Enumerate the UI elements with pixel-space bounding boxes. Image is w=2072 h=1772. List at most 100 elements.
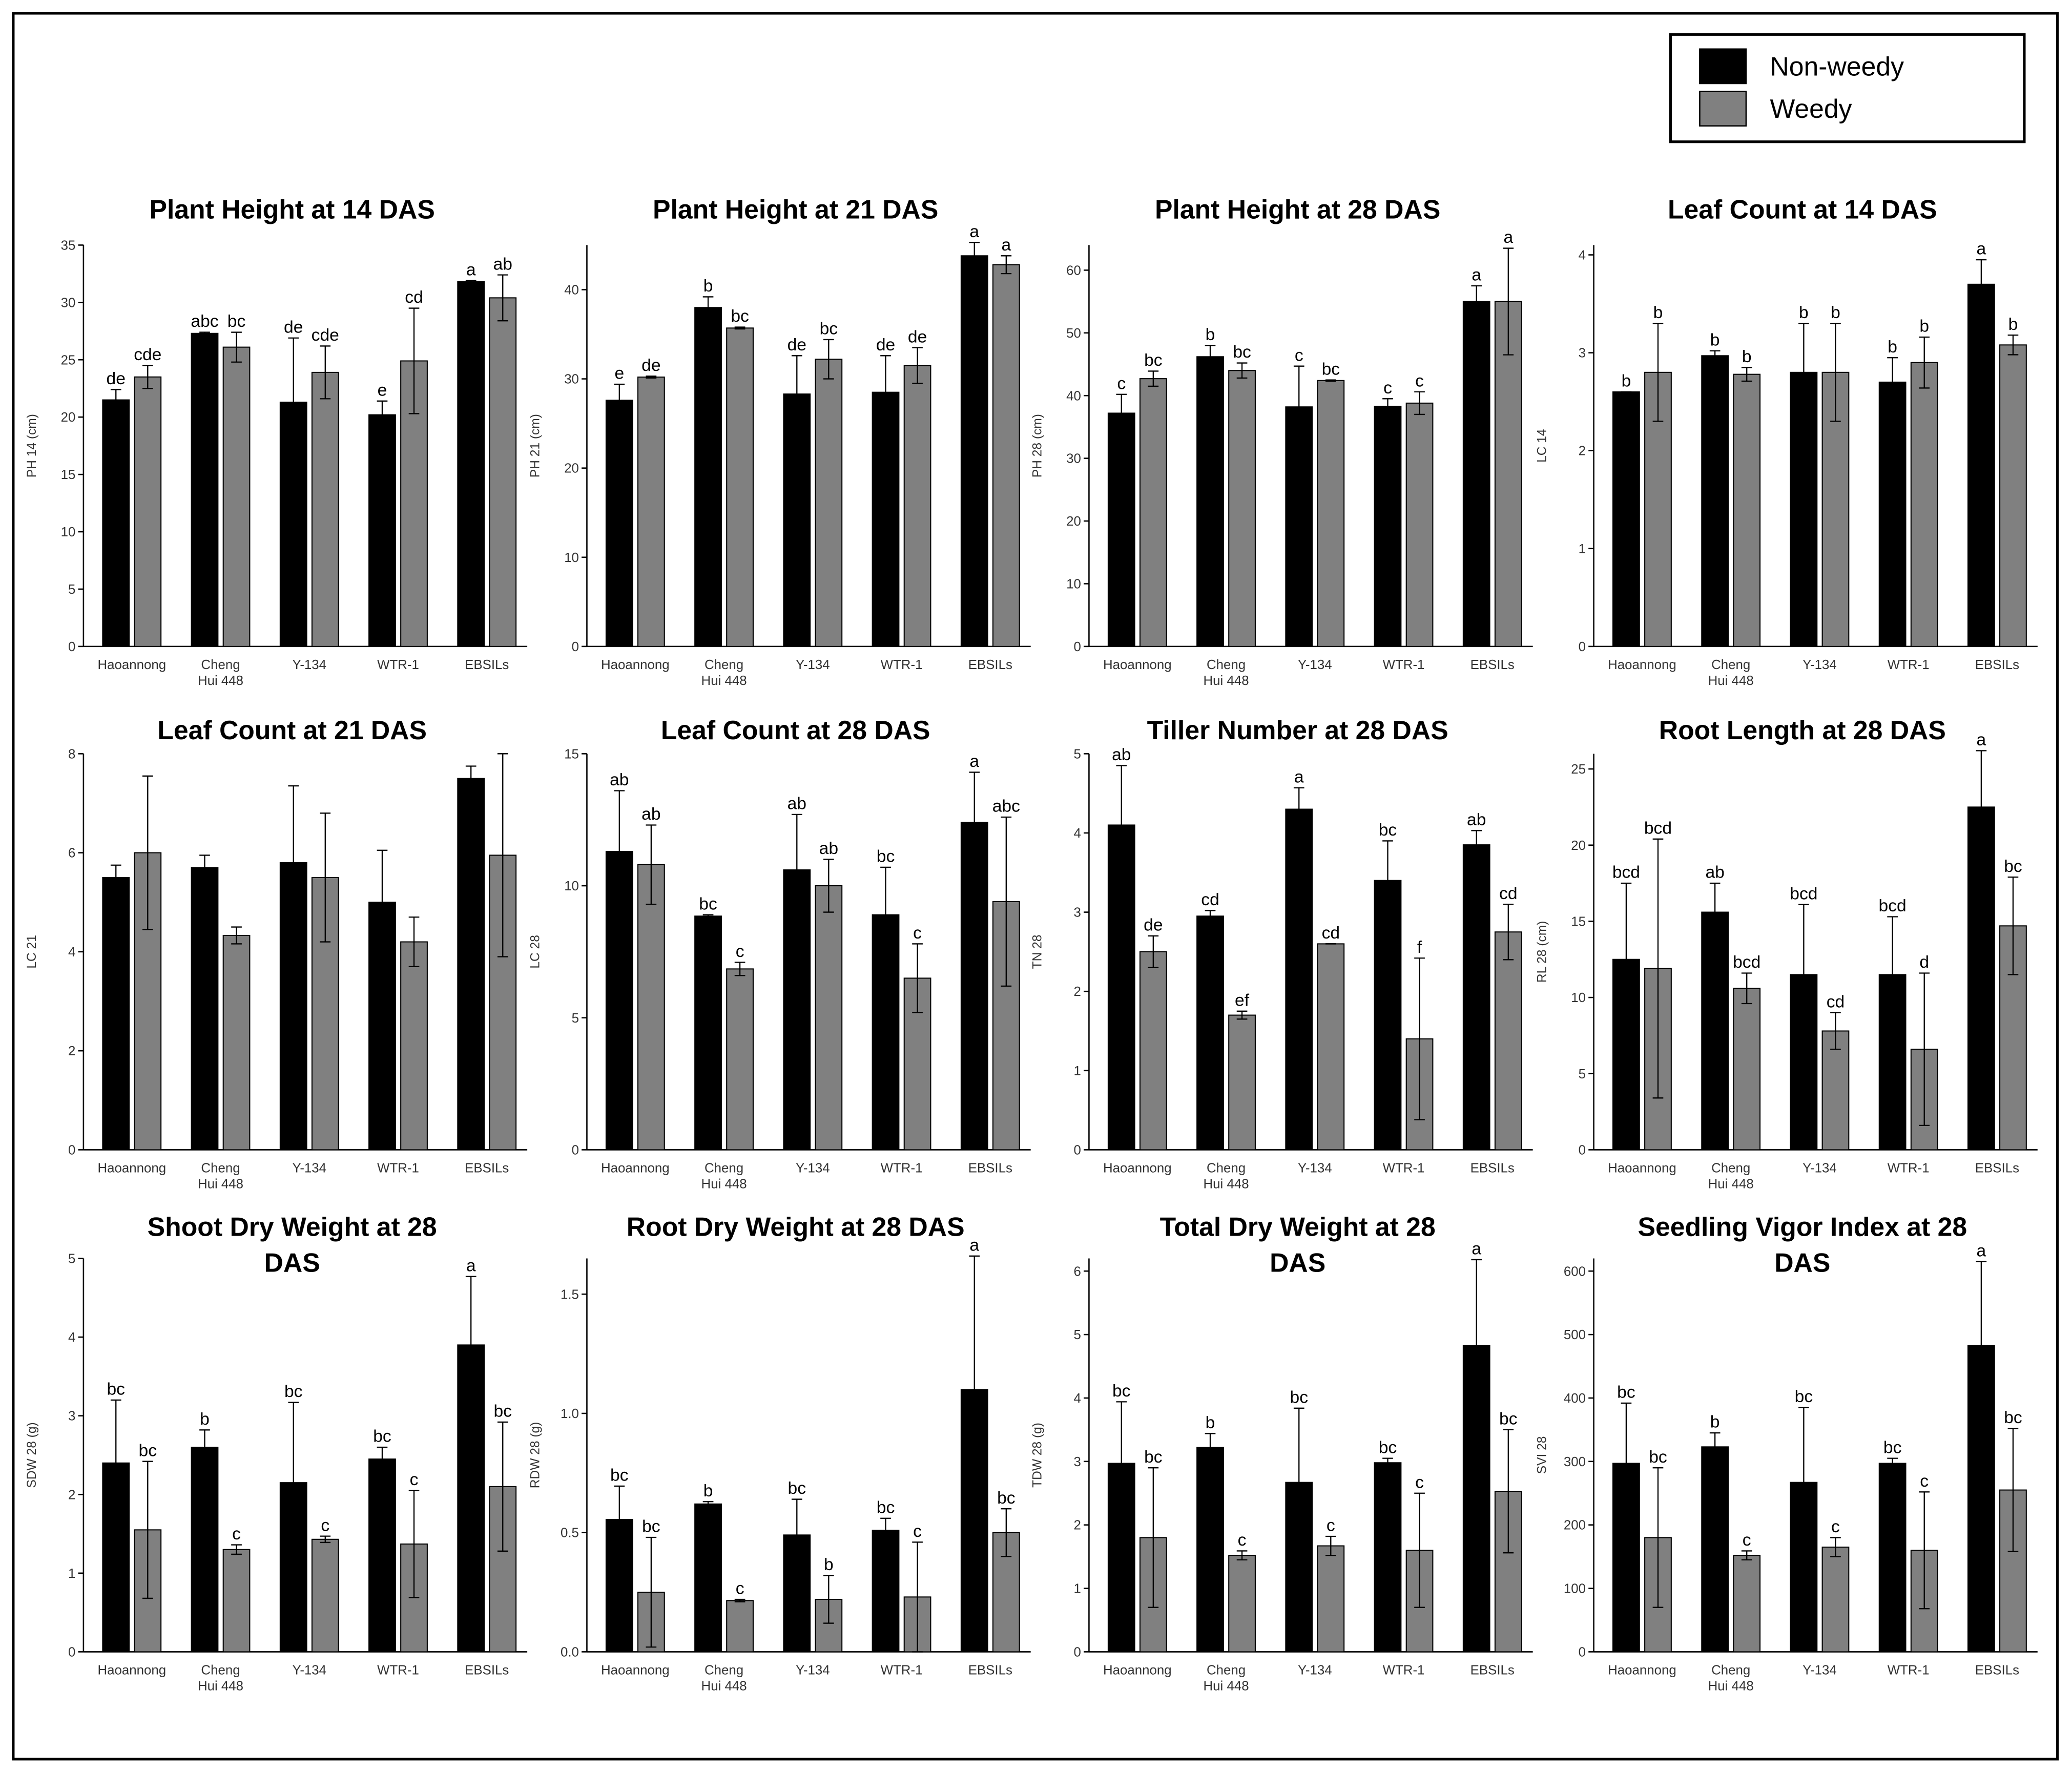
error-bar (702, 1501, 714, 1507)
significance-letter: bc (877, 1498, 895, 1517)
error-bar (1236, 1550, 1248, 1560)
bar (726, 968, 754, 1151)
significance-letter: bc (877, 847, 895, 866)
bar (1733, 373, 1761, 647)
error-bar (199, 854, 210, 881)
x-tick-label: Y-134 (1802, 1663, 1837, 1677)
y-tick-label: 6 (1074, 1264, 1081, 1279)
bar (191, 867, 219, 1151)
error-bar (320, 1535, 331, 1544)
significance-letter: c (1327, 1516, 1335, 1535)
error-bar (1205, 910, 1216, 923)
bar (1317, 380, 1345, 647)
x-tick-label: WTR-1 (1888, 1161, 1930, 1175)
x-tick-label: EBSILs (1975, 1161, 2019, 1175)
error-bar (142, 365, 153, 389)
error-bar (1001, 1508, 1012, 1557)
significance-letter: de (788, 336, 806, 355)
significance-letter: b (1206, 325, 1215, 344)
significance-letter: bc (1290, 1388, 1309, 1407)
bar (960, 822, 988, 1151)
y-axis-label: PH 14 (cm) (25, 414, 39, 477)
significance-letter: b (824, 1555, 834, 1574)
bar (694, 915, 722, 1151)
x-tick-label: EBSILs (1975, 1663, 2019, 1677)
bar (903, 365, 931, 647)
error-bar (1741, 367, 1752, 382)
error-bar (1382, 1457, 1393, 1468)
y-axis-label: PH 28 (cm) (1030, 414, 1044, 477)
chart-title: Plant Height at 28 DAS (1155, 195, 1440, 224)
error-bar (880, 355, 891, 430)
significance-letter: b (1622, 372, 1631, 391)
panel: Root Dry Weight at 28 DAS RDW 28 (g) 0.0 0.… (528, 1212, 1031, 1693)
significance-letter: b (703, 277, 713, 296)
error-bar (702, 914, 714, 919)
y-tick-label: 4 (68, 945, 75, 960)
significance-letter: a (1472, 266, 1481, 285)
significance-letter: b (200, 1410, 210, 1429)
error-bar (1382, 398, 1393, 414)
x-tick-label: Y-134 (1298, 1663, 1332, 1677)
panel: Plant Height at 14 DAS PH 14 (cm) 0 5 10 15 20… (25, 195, 528, 688)
x-tick-label: Cheng Hui 448 (1204, 1663, 1249, 1693)
significance-letter: c (1920, 1472, 1929, 1491)
legend-swatch (1699, 91, 1747, 127)
x-tick-label: EBSILs (1975, 658, 2019, 672)
panel: Seedling Vigor Index at 28 DAS SVI 28 0 100 2… (1535, 1212, 2038, 1693)
significance-letter: a (1294, 767, 1304, 786)
y-tick-label: 1 (1579, 542, 1586, 556)
y-tick-label: 2 (1074, 985, 1081, 999)
error-bar (969, 772, 980, 873)
bar (1701, 1446, 1729, 1653)
error-bar (497, 274, 508, 322)
x-tick-label: Haoannong (1608, 1161, 1676, 1175)
error-bar (1919, 972, 1930, 1127)
bar (960, 255, 988, 647)
error-bar (1887, 357, 1898, 407)
bar (489, 297, 517, 647)
error-bar (142, 1461, 153, 1599)
error-bar (791, 814, 802, 926)
error-bar (1976, 1261, 1987, 1430)
bar (1878, 381, 1907, 647)
x-tick-label: Cheng Hui 448 (198, 658, 243, 688)
panel: Plant Height at 28 DAS PH 28 (cm) 0 10 20 30 4… (1030, 195, 1533, 688)
x-tick-label: Cheng Hui 448 (1708, 1161, 1754, 1191)
x-tick-label: WTR-1 (881, 1663, 923, 1677)
error-bar (1148, 1467, 1159, 1608)
y-tick-label: 20 (564, 462, 579, 476)
y-tick-label: 2 (68, 1044, 75, 1058)
x-tick-label: WTR-1 (377, 658, 419, 672)
x-tick-label: Haoannong (601, 1161, 670, 1175)
chart-title: Shoot Dry Weight at 28 DAS (148, 1212, 437, 1278)
x-tick-label: Y-134 (1298, 658, 1332, 672)
x-tick-label: WTR-1 (1888, 1663, 1930, 1677)
bar (1701, 355, 1729, 647)
significance-letter: bc (1144, 351, 1163, 370)
x-tick-label: WTR-1 (1383, 1161, 1425, 1175)
x-tick-label: EBSILs (465, 1161, 509, 1175)
y-tick-label: 3 (68, 1409, 75, 1424)
x-tick-label: Y-134 (292, 658, 326, 672)
significance-letter: c (1117, 374, 1126, 393)
significance-letter: bc (1233, 343, 1251, 362)
bar (1107, 412, 1135, 647)
error-bar (1709, 350, 1721, 362)
x-tick-label: EBSILs (968, 1161, 1012, 1175)
significance-letter: b (1710, 1413, 1720, 1432)
error-bar (1709, 882, 1721, 942)
significance-letter: cd (1322, 924, 1340, 943)
bar (1701, 911, 1729, 1151)
y-tick-label: 0 (1579, 640, 1586, 654)
bar (605, 400, 633, 647)
bar (457, 281, 485, 647)
significance-letter: bc (731, 307, 749, 326)
y-axis-label: LC 21 (25, 935, 39, 969)
significance-letter: b (1710, 330, 1720, 349)
y-tick-label: 600 (1564, 1264, 1586, 1279)
y-tick-label: 500 (1564, 1328, 1586, 1342)
y-tick-label: 6 (68, 846, 75, 861)
significance-letter: abc (992, 797, 1020, 816)
error-bar (1976, 750, 1987, 864)
